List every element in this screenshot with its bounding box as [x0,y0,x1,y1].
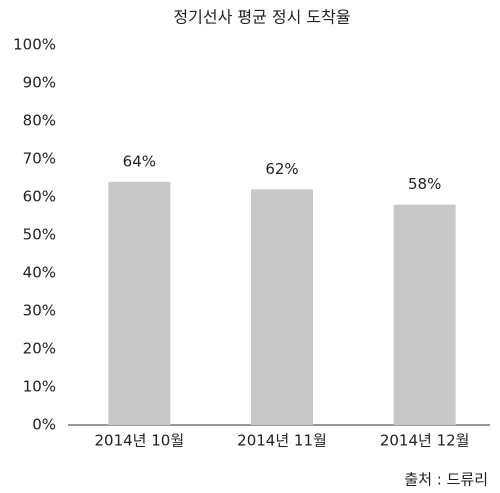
value-label: 64% [123,152,156,170]
value-label: 58% [408,175,441,193]
x-tick-label: 2014년 10월 [95,432,185,450]
y-tick-label: 60% [23,188,56,206]
y-tick-label: 80% [23,112,56,130]
y-tick-label: 10% [23,378,56,396]
y-tick-label: 70% [23,150,56,168]
y-tick-label: 100% [13,36,56,54]
source-note: 출처 : 드류리 [404,471,488,489]
y-tick-label: 20% [23,340,56,358]
y-tick-label: 90% [23,74,56,92]
bar [108,181,171,425]
x-tick-label: 2014년 11월 [237,432,327,450]
chart-title: 정기선사 평균 정시 도착율 [173,8,350,27]
bar [393,204,456,425]
y-tick-label: 40% [23,264,56,282]
y-tick-label: 30% [23,302,56,320]
y-tick-label: 0% [32,416,56,434]
value-label: 62% [265,160,298,178]
bar [251,189,313,425]
x-tick-label: 2014년 12월 [380,432,470,450]
y-tick-label: 50% [23,226,56,244]
